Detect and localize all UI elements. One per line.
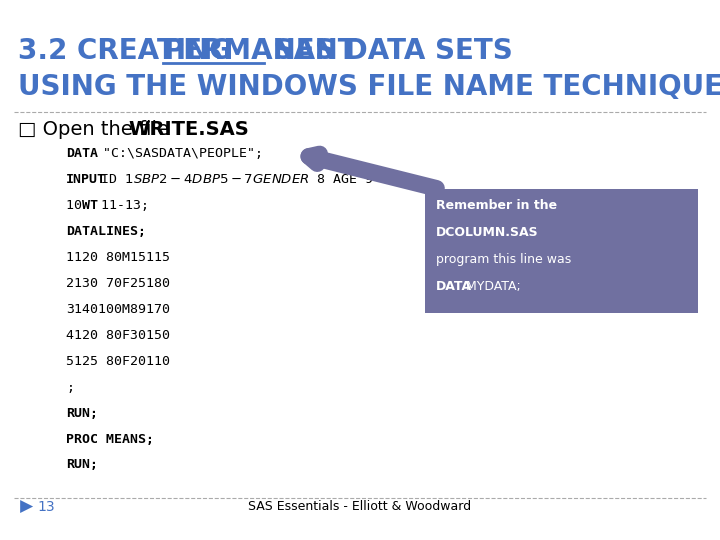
- Text: RUN;: RUN;: [66, 407, 98, 420]
- Text: WT: WT: [82, 199, 98, 212]
- Text: program this line was: program this line was: [436, 253, 571, 266]
- Text: 10: 10: [66, 199, 90, 212]
- Text: 3.2 CREATING: 3.2 CREATING: [18, 37, 242, 65]
- Text: MYDATA;: MYDATA;: [462, 280, 521, 293]
- Text: □ Open the file: □ Open the file: [18, 120, 175, 139]
- Text: DATA: DATA: [436, 280, 472, 293]
- Text: USING THE WINDOWS FILE NAME TECHNIQUE: USING THE WINDOWS FILE NAME TECHNIQUE: [18, 73, 720, 102]
- Text: 11-13;: 11-13;: [93, 199, 149, 212]
- Text: 13: 13: [37, 500, 55, 514]
- Text: PERMANENT: PERMANENT: [163, 37, 356, 65]
- Text: INPUT: INPUT: [66, 173, 107, 186]
- Text: WRITE.SAS: WRITE.SAS: [128, 120, 249, 139]
- Text: ID $ 1 SBP 2-4 DBP 5-7 GENDER $ 8 AGE 9-: ID $ 1 SBP 2-4 DBP 5-7 GENDER $ 8 AGE 9-: [93, 173, 380, 186]
- Text: DATA: DATA: [66, 147, 98, 160]
- Text: 3140100M89170: 3140100M89170: [66, 303, 170, 316]
- Text: ;: ;: [66, 381, 74, 394]
- Text: "C:\SASDATA\PEOPLE";: "C:\SASDATA\PEOPLE";: [87, 147, 264, 160]
- Text: PROC MEANS;: PROC MEANS;: [66, 433, 154, 446]
- Text: 5125 80F20110: 5125 80F20110: [66, 355, 170, 368]
- Text: SAS DATA SETS: SAS DATA SETS: [264, 37, 512, 65]
- Text: RUN;: RUN;: [66, 458, 98, 471]
- Text: 2130 70F25180: 2130 70F25180: [66, 277, 170, 290]
- Text: Remember in the: Remember in the: [436, 199, 557, 212]
- Text: 4120 80F30150: 4120 80F30150: [66, 329, 170, 342]
- Text: SAS Essentials - Elliott & Woodward: SAS Essentials - Elliott & Woodward: [248, 500, 472, 513]
- Text: 1120 80M15115: 1120 80M15115: [66, 251, 170, 264]
- Text: DATALINES;: DATALINES;: [66, 225, 146, 238]
- Text: DCOLUMN.SAS: DCOLUMN.SAS: [436, 226, 539, 239]
